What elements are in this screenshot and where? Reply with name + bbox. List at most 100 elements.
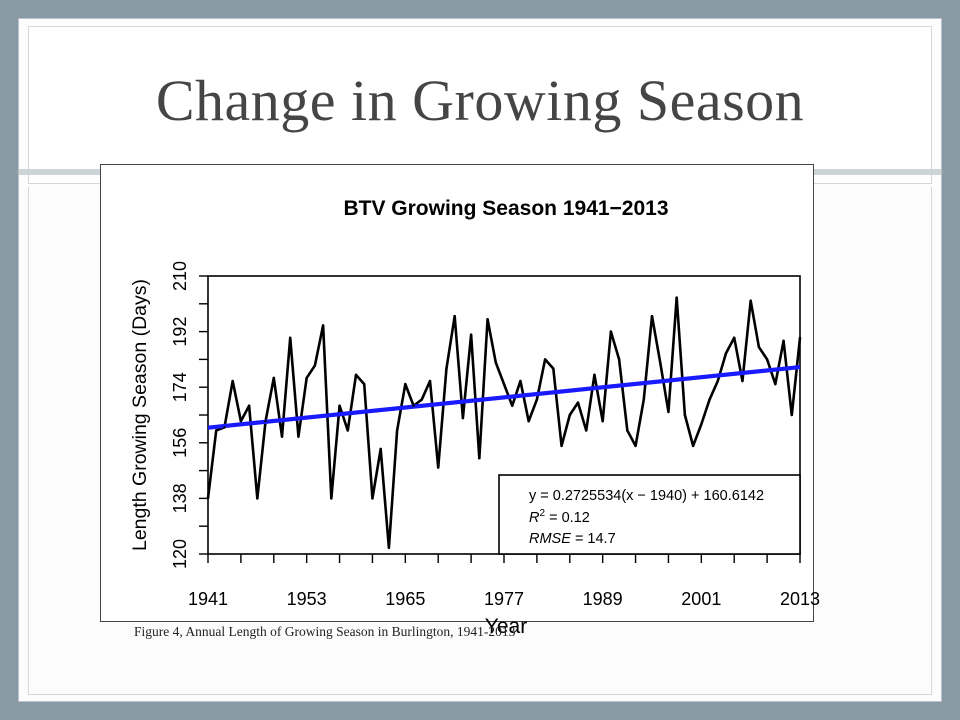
data-point: [379, 447, 382, 451]
data-point: [428, 379, 432, 383]
x-tick-label: 2001: [681, 589, 721, 609]
data-point: [404, 382, 407, 386]
data-point: [576, 401, 580, 404]
data-points: [206, 296, 802, 550]
data-point: [453, 314, 456, 318]
y-tick-label: 210: [170, 261, 190, 291]
data-point: [716, 379, 719, 383]
data-point: [437, 466, 440, 469]
x-tick-label: 1977: [484, 589, 524, 609]
y-tick-label: 156: [170, 428, 190, 458]
data-point: [420, 398, 423, 401]
data-point: [223, 426, 226, 429]
y-tick-label: 138: [170, 483, 190, 513]
data-point: [543, 358, 547, 361]
data-point: [749, 299, 752, 302]
data-point: [700, 423, 703, 426]
data-point: [765, 358, 769, 361]
data-point: [354, 373, 358, 377]
data-point: [469, 333, 473, 336]
figure-caption: Figure 4, Annual Length of Growing Seaso…: [134, 624, 516, 639]
data-point: [231, 379, 234, 383]
data-point: [691, 444, 695, 448]
x-tick-label: 1965: [385, 589, 425, 609]
fit-r-squared: R2 = 0.12: [529, 508, 590, 526]
data-point: [280, 435, 284, 438]
slide-title: Change in Growing Season: [155, 68, 805, 133]
data-point: [338, 404, 341, 407]
data-point: [667, 410, 670, 414]
data-point: [215, 429, 218, 432]
x-tick-label: 2013: [780, 589, 820, 609]
data-point: [387, 546, 391, 550]
trend-line: [207, 365, 801, 430]
data-point: [297, 435, 300, 438]
data-point: [560, 444, 563, 448]
data-point: [321, 324, 325, 327]
data-point: [486, 318, 489, 321]
title-placeholder: Change in Growing Season: [28, 26, 932, 184]
data-point: [519, 379, 522, 383]
data-point: [239, 419, 243, 423]
data-point: [264, 419, 267, 423]
data-point: [609, 330, 613, 333]
data-point: [313, 364, 317, 367]
data-point: [527, 419, 530, 423]
data-point: [593, 373, 596, 377]
data-point: [568, 413, 571, 417]
chart-title: BTV Growing Season 1941−2013: [343, 197, 668, 220]
data-point: [552, 367, 555, 370]
data-point: [724, 352, 728, 355]
data-point: [634, 444, 637, 448]
data-point: [708, 398, 711, 401]
data-point: [206, 497, 210, 500]
data-point: [642, 398, 645, 401]
data-point: [683, 413, 687, 417]
x-tick-label: 1989: [583, 589, 623, 609]
data-point: [502, 382, 506, 386]
data-point: [412, 404, 415, 407]
x-axis: 1941 1953 1965 1977 1989 2001 2013: [188, 554, 820, 609]
data-point: [363, 382, 366, 386]
data-point: [585, 429, 588, 432]
data-point: [757, 345, 761, 349]
data-point: [798, 336, 802, 339]
data-point: [601, 419, 604, 423]
data-point: [330, 497, 333, 500]
data-point: [461, 416, 465, 420]
data-point: [371, 497, 374, 500]
data-point: [272, 376, 275, 380]
data-point: [247, 404, 251, 407]
data-point: [650, 314, 654, 318]
data-point: [395, 429, 399, 432]
y-tick-label: 120: [170, 539, 190, 569]
data-point: [305, 376, 308, 380]
fit-equation: y = 0.2725534(x − 1940) + 160.6142: [529, 488, 764, 504]
data-point: [535, 398, 539, 401]
data-point: [774, 382, 777, 386]
x-axis-label: Year: [485, 615, 527, 638]
y-tick-label: 174: [170, 372, 190, 402]
data-point: [346, 429, 349, 432]
data-point: [626, 429, 629, 432]
data-point: [478, 457, 481, 460]
data-point: [790, 413, 793, 417]
y-axis-label: Length Growing Season (Days): [129, 279, 151, 551]
data-point: [494, 361, 497, 364]
y-axis: 120 138 156 174 192 210: [170, 261, 208, 569]
x-tick-label: 1941: [188, 589, 228, 609]
data-point: [675, 296, 678, 299]
fit-rmse: RMSE = 14.7: [529, 531, 616, 547]
data-point: [733, 336, 736, 339]
data-point: [782, 339, 785, 343]
data-point: [659, 361, 662, 364]
data-point: [256, 497, 259, 500]
x-tick-label: 1953: [287, 589, 327, 609]
fit-statistics-box: y = 0.2725534(x − 1940) + 160.6142 R2 = …: [498, 474, 801, 555]
y-tick-label: 192: [170, 317, 190, 347]
data-point: [741, 379, 744, 383]
data-point: [289, 336, 292, 339]
data-point: [445, 367, 448, 370]
data-point: [511, 404, 514, 407]
